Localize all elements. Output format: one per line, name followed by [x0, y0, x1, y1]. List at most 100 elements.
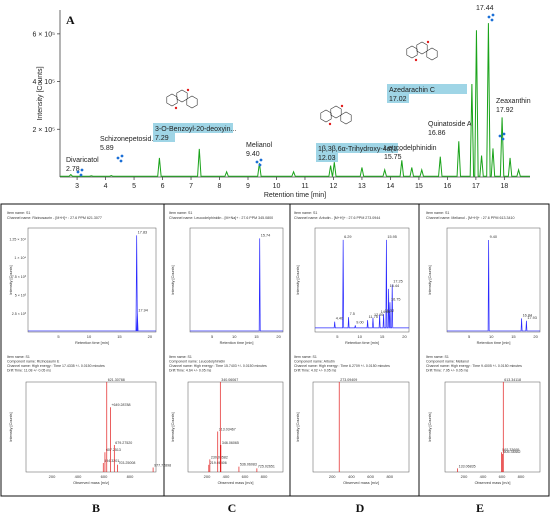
x-tick-label: 5	[336, 334, 339, 339]
x-tick-label: 10	[232, 334, 237, 339]
x-tick-label: 600	[101, 474, 108, 479]
annotation-highlight	[387, 94, 409, 103]
x-axis-label: Retention time [min]	[220, 341, 254, 345]
compound-marker-icon	[490, 18, 494, 22]
plot-frame	[25, 381, 157, 473]
chromatogram-trace	[28, 235, 156, 332]
x-axis-label: Retention time [min]	[477, 341, 511, 345]
annotation-highlight	[153, 123, 233, 133]
x-tick-label: 200	[204, 474, 211, 479]
y-axis-label: Intensity [Counts]	[9, 412, 13, 441]
x-tick-label: 5	[132, 183, 136, 190]
x-tick-label: 12	[330, 183, 338, 190]
stick-label: 230.03582	[211, 455, 228, 459]
compound-marker-icon	[501, 137, 505, 141]
x-tick-label: 15	[254, 334, 259, 339]
panel-header-line: Channel name: Arbutin - [M+H]+ : 27.6 PP…	[294, 216, 380, 220]
peak-label: 4.40	[336, 317, 343, 321]
stick-label: 593.33695	[502, 448, 519, 452]
plot-frame	[187, 381, 284, 473]
panel-header-line: Channel name: Rizinosaurin - [M+H]+ : 27…	[7, 216, 102, 220]
x-tick-label: 11	[301, 183, 308, 190]
stick-label: 703.25008	[118, 461, 135, 465]
oxygen-atom	[426, 40, 430, 44]
peak-annotation-name: Zeaxanthin	[496, 98, 531, 105]
structure-rings	[166, 89, 198, 109]
subpanels-frame	[0, 203, 550, 497]
y-tick-label: 7.5 × 10³	[12, 275, 27, 279]
x-tick-label: 400	[223, 474, 230, 479]
x-tick-label: 600	[367, 474, 374, 479]
compound-marker-icon	[120, 154, 124, 158]
panel-header-line: Component name: Rizinosaurin E	[7, 360, 60, 364]
peak-annotation-name: Quinatoside A	[428, 121, 472, 128]
peak-label: 15.74	[261, 233, 271, 237]
stick-label: 621.30788	[108, 378, 125, 382]
y-tick-label: 2.5 × 10³	[12, 312, 27, 316]
peak-annotation-rt: 12.03	[318, 155, 336, 162]
x-tick-label: 17	[472, 183, 480, 190]
x-axis-label: Observed mass [m/z]	[218, 481, 254, 485]
x-tick-label: 3	[75, 183, 79, 190]
x-tick-label: 400	[75, 474, 82, 479]
peak-label: 16.44	[390, 284, 400, 288]
panel-header-line: Drift Time: 11.08 +/- 0.05 ms	[7, 369, 51, 373]
stick-label: 346.06065	[222, 441, 239, 445]
stick-label: 536.06083	[240, 463, 257, 467]
x-tick-label: 10	[489, 334, 494, 339]
plot-frame	[312, 381, 410, 473]
structure-3-o-benzoyl-icon	[166, 88, 198, 110]
oxygen-atom	[174, 106, 178, 110]
stick-label: +649.28788	[111, 403, 130, 407]
panel-header-line: Channel name: High energy : Time 17.4335…	[7, 364, 105, 368]
x-tick-label: 5	[57, 334, 60, 339]
x-tick-label: 15	[117, 334, 122, 339]
peak-label: 17.94	[138, 308, 148, 312]
peak-label: 9.40	[490, 235, 497, 239]
y-axis-label: Intensity [Counts]	[171, 265, 175, 294]
peak-annotation-rt: 17.44	[476, 5, 494, 12]
compound-marker-icon	[255, 160, 259, 164]
panel-header-line: Channel name: Melianol - [M+H]+ : 27.6 P…	[426, 216, 515, 220]
x-tick-label: 15	[415, 183, 423, 190]
peak-label: 17.93	[527, 316, 537, 320]
oxygen-atom	[186, 88, 190, 92]
peak-annotation-rt: 5.89	[100, 145, 114, 152]
x-tick-label: 600	[242, 474, 249, 479]
stick-label: 977.72898	[154, 464, 171, 468]
x-tick-label: 20	[276, 334, 281, 339]
chromatogram-trace	[447, 239, 540, 332]
x-tick-label: 400	[480, 474, 487, 479]
x-tick-label: 20	[148, 334, 153, 339]
panel-letter-d: D	[356, 501, 365, 515]
x-axis-label: Observed mass [m/z]	[475, 481, 511, 485]
stick-label: 594.3201	[104, 459, 119, 463]
y-axis-label: Intensity [Counts]	[428, 412, 432, 441]
y-tick-label: 5 × 10³	[15, 293, 27, 297]
peak-label: 14.44	[381, 310, 391, 314]
structure-rings	[320, 105, 352, 125]
peak-annotation-rt: 17.92	[496, 107, 514, 114]
peak-label: 11.75	[369, 315, 378, 319]
structure-rings	[406, 41, 438, 61]
panel-frames	[0, 203, 550, 497]
x-tick-label: 800	[127, 474, 134, 479]
x-tick-label: 18	[500, 183, 508, 190]
y-axis-label: Intensity [Counts]	[296, 265, 300, 294]
peak-annotation-name: Leucodelphinidin	[384, 145, 437, 152]
x-tick-label: 15	[380, 334, 385, 339]
compound-marker-icon	[80, 168, 84, 172]
annotation-highlight	[387, 84, 467, 94]
peak-annotation-name: 3-O-Benzoyl-20-deoxyin...	[155, 126, 236, 133]
stick-label: 613.34118	[504, 378, 521, 382]
y-tick-label: 6 × 10⁵	[32, 31, 55, 38]
compound-marker-icon	[79, 173, 83, 177]
x-tick-label: 200	[329, 474, 336, 479]
structure-trihydroxy-icon	[320, 104, 352, 126]
y-tick-label: 4 × 10⁵	[32, 79, 55, 86]
panel-letter-c: C	[228, 501, 237, 515]
